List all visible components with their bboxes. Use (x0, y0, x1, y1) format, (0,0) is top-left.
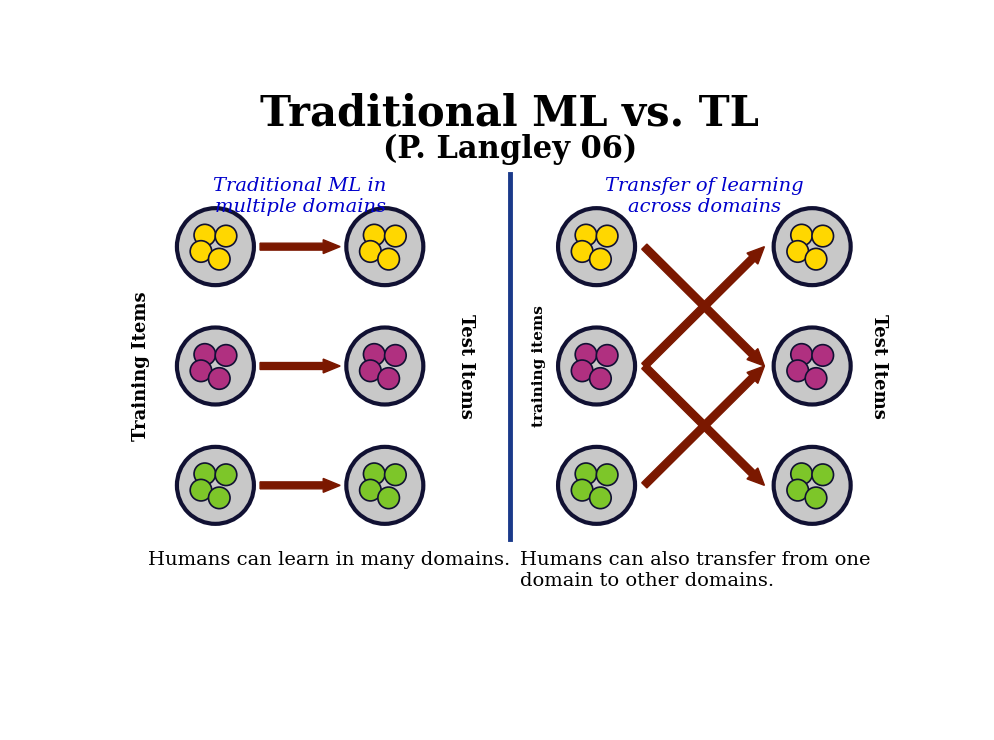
Circle shape (359, 360, 381, 382)
Circle shape (363, 343, 385, 366)
Circle shape (558, 328, 634, 405)
Text: Humans can also transfer from one
domain to other domains.: Humans can also transfer from one domain… (519, 551, 869, 590)
Circle shape (786, 240, 808, 262)
Circle shape (346, 447, 422, 524)
Circle shape (363, 463, 385, 485)
Circle shape (378, 249, 399, 270)
Circle shape (194, 463, 216, 485)
Circle shape (346, 328, 422, 405)
Circle shape (209, 368, 230, 389)
Text: Humans can learn in many domains.: Humans can learn in many domains. (148, 551, 510, 569)
Circle shape (215, 345, 237, 366)
Circle shape (804, 487, 826, 508)
Circle shape (359, 480, 381, 501)
FancyArrow shape (641, 366, 763, 488)
Circle shape (177, 447, 253, 524)
Circle shape (194, 224, 216, 246)
Circle shape (359, 240, 381, 262)
Circle shape (209, 487, 230, 508)
Circle shape (363, 224, 385, 246)
Text: (P. Langley 06): (P. Langley 06) (383, 133, 636, 165)
Circle shape (589, 249, 610, 270)
Circle shape (589, 487, 610, 508)
Circle shape (773, 328, 850, 405)
Circle shape (558, 208, 634, 285)
Text: Training Items: Training Items (131, 291, 149, 441)
Circle shape (589, 368, 610, 389)
Circle shape (378, 487, 399, 508)
FancyArrow shape (259, 479, 340, 492)
Circle shape (790, 463, 811, 485)
Circle shape (177, 328, 253, 405)
Circle shape (595, 464, 617, 485)
Circle shape (194, 343, 216, 366)
Text: Traditional ML vs. TL: Traditional ML vs. TL (260, 92, 758, 135)
Circle shape (790, 224, 811, 246)
Circle shape (773, 208, 850, 285)
Circle shape (804, 368, 826, 389)
Circle shape (571, 240, 592, 262)
Circle shape (811, 345, 833, 366)
Circle shape (571, 360, 592, 382)
FancyArrow shape (259, 240, 340, 254)
Text: training items: training items (531, 305, 546, 427)
Circle shape (571, 480, 592, 501)
Circle shape (595, 225, 617, 247)
Circle shape (575, 224, 596, 246)
Circle shape (209, 249, 230, 270)
Circle shape (575, 343, 596, 366)
Circle shape (811, 225, 833, 247)
Circle shape (558, 447, 634, 524)
Text: Test Items: Test Items (456, 314, 474, 418)
FancyArrow shape (641, 246, 763, 369)
FancyArrow shape (259, 359, 340, 373)
Circle shape (595, 345, 617, 366)
Circle shape (804, 249, 826, 270)
Circle shape (190, 480, 212, 501)
Circle shape (790, 343, 811, 366)
Circle shape (190, 360, 212, 382)
Circle shape (773, 447, 850, 524)
Circle shape (346, 208, 422, 285)
Text: Traditional ML in
multiple domains: Traditional ML in multiple domains (214, 178, 387, 216)
Circle shape (378, 368, 399, 389)
Circle shape (385, 464, 406, 485)
Circle shape (177, 208, 253, 285)
Circle shape (786, 480, 808, 501)
FancyArrow shape (641, 363, 763, 485)
Text: Test Items: Test Items (870, 314, 888, 418)
Circle shape (215, 225, 237, 247)
Circle shape (786, 360, 808, 382)
Text: Transfer of learning
across domains: Transfer of learning across domains (604, 178, 803, 216)
Circle shape (215, 464, 237, 485)
Circle shape (190, 240, 212, 262)
FancyArrow shape (641, 244, 763, 366)
Circle shape (385, 225, 406, 247)
Circle shape (385, 345, 406, 366)
Circle shape (811, 464, 833, 485)
Circle shape (575, 463, 596, 485)
